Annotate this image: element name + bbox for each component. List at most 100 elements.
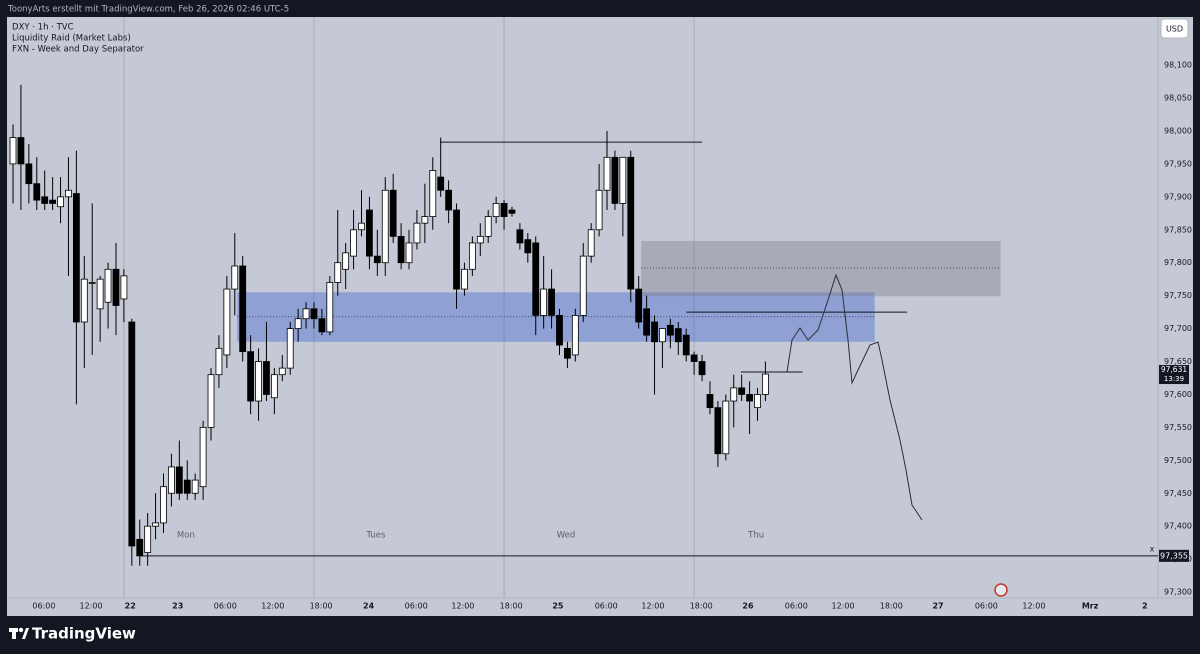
price-label: 97,355 <box>1160 551 1188 560</box>
y-tick-label: 97,800 <box>1164 258 1192 267</box>
y-tick-label: 97,600 <box>1164 390 1192 399</box>
candle-body <box>373 255 381 264</box>
logo-part <box>12 628 16 639</box>
zones-layer: Mon Tues Wed Thu <box>123 17 1001 598</box>
candle-body <box>548 288 555 316</box>
x-tick-label: 12:00 <box>79 602 102 611</box>
candle-body <box>358 222 365 231</box>
event-flag[interactable] <box>994 583 1008 597</box>
candle-body <box>389 189 397 237</box>
last-price-label: 97,631 <box>1161 365 1187 374</box>
y-tick-label: 97,700 <box>1164 324 1192 333</box>
candle-body <box>160 486 167 524</box>
candle-body <box>168 466 175 494</box>
candle-body <box>350 229 357 257</box>
candle-body <box>738 387 746 395</box>
zone <box>641 240 1001 297</box>
candle-body <box>152 522 159 527</box>
candle-body <box>532 242 540 316</box>
candle-body <box>429 170 437 217</box>
brand-name: TradingView <box>32 625 136 643</box>
candle-body <box>255 361 262 402</box>
candle-body <box>714 407 722 455</box>
last-price-box <box>1159 365 1189 385</box>
candle-body <box>72 193 80 323</box>
candle-body <box>25 163 33 185</box>
y-tick-label: 98,100 <box>1164 61 1192 70</box>
y-tick-label: 97,850 <box>1164 225 1192 234</box>
y-tick-label: 97,400 <box>1164 522 1192 531</box>
legend-symbol: DXY · 1h · TVC <box>12 23 74 33</box>
candle-body <box>231 265 239 290</box>
day-label: Thu <box>747 531 764 541</box>
x-tick-label: 27 <box>932 602 943 611</box>
y-tick-label: 97,750 <box>1164 291 1192 300</box>
candle-body <box>9 137 17 165</box>
candle-body <box>326 282 334 333</box>
candle-body <box>96 278 104 310</box>
candle-body <box>136 538 144 557</box>
candle-body <box>65 189 72 198</box>
candle-body <box>413 222 421 244</box>
x-tick-label: 18:00 <box>500 602 523 611</box>
x-tick-label: 18:00 <box>690 602 713 611</box>
x-tick-label: 12:00 <box>641 602 664 611</box>
candle-body <box>659 328 666 343</box>
candle-body <box>175 466 183 494</box>
candle-body <box>651 321 658 343</box>
currency-label[interactable]: USD <box>1166 25 1183 34</box>
candle-body <box>57 196 64 208</box>
candle-body <box>643 308 651 336</box>
candle-body <box>120 275 128 300</box>
candle-body <box>215 347 223 376</box>
y-tick-label: 97,650 <box>1164 357 1192 366</box>
currency-button[interactable] <box>1160 18 1189 39</box>
y-tick-label: 97,450 <box>1164 489 1192 498</box>
candle-body <box>397 235 405 264</box>
x-tick-label: 2 <box>1142 602 1148 611</box>
y-tick-label: 97,950 <box>1164 159 1192 168</box>
candle-body <box>524 239 532 254</box>
x-tick-label: 06:00 <box>975 602 998 611</box>
candle-body <box>263 361 270 395</box>
candle-body <box>239 265 247 353</box>
candle-body <box>334 262 342 283</box>
candle-body <box>508 209 516 214</box>
x-tick-label: 18:00 <box>880 602 903 611</box>
candle-body <box>270 374 278 399</box>
candle-body <box>516 229 524 244</box>
candle-body <box>595 189 603 231</box>
header-text: ToonyArts erstellt mit TradingView.com, … <box>7 5 289 15</box>
candle-body <box>476 235 484 244</box>
logo-part <box>18 627 24 633</box>
candle-body <box>223 288 231 356</box>
x-tick-label: 12:00 <box>1022 602 1045 611</box>
candle-body <box>484 216 492 237</box>
candle-body <box>366 209 373 257</box>
y-tick-label: 97,550 <box>1164 423 1192 432</box>
candle-body <box>318 318 326 333</box>
candle-body <box>619 156 627 204</box>
candle-body <box>144 525 152 553</box>
candle-body <box>88 282 96 284</box>
x-tick-label: 22 <box>125 602 136 611</box>
candle-body <box>405 242 413 264</box>
candle-body <box>611 156 619 204</box>
candle-body <box>461 268 468 290</box>
candle-body <box>294 318 302 329</box>
candle-body <box>698 361 706 376</box>
candle-body <box>540 288 548 316</box>
x-tick-label: 06:00 <box>32 602 55 611</box>
x-tick-label: 24 <box>363 602 375 611</box>
candle-body <box>104 268 112 303</box>
candle-body <box>112 268 120 306</box>
candle-body <box>302 308 310 320</box>
x-tick-label: 25 <box>552 602 564 611</box>
candle-body <box>682 334 690 356</box>
candle-body <box>674 328 682 343</box>
candle-body <box>635 288 643 323</box>
candle-body <box>564 347 571 359</box>
y-tick-label: 98,050 <box>1164 94 1192 103</box>
candle-body <box>199 426 207 488</box>
